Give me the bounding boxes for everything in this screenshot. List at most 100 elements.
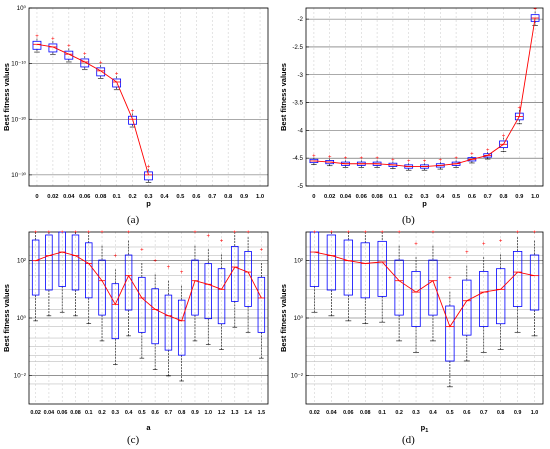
y-tick-label: -3.5 (292, 100, 303, 107)
box (96, 67, 106, 77)
outlier-mark: + (100, 230, 104, 236)
outlier-mark: + (397, 230, 401, 236)
caption-a: (a) (127, 214, 140, 226)
box (144, 171, 153, 181)
y-tick-label: 10⁻³⁰ (11, 172, 26, 179)
x-tick-label: 0.8 (224, 194, 233, 200)
x-tick-label: 0.5 (446, 410, 454, 416)
y-axis-label: Best fitness values (2, 63, 11, 131)
median-line (314, 251, 535, 328)
outlier-mark: + (347, 230, 351, 236)
box (326, 234, 337, 291)
box (111, 283, 120, 340)
outlier-mark: + (220, 239, 224, 245)
x-tick-label: 0.06 (343, 410, 354, 416)
box (257, 276, 266, 333)
outlier-mark: + (115, 72, 119, 78)
chart-panel-4: 10² 10⁰ 10⁻² 0.02 0.04 0.06 0.08 0.1 0.2 0.3 0.4 0.… (279, 230, 544, 434)
outlier-mark: + (328, 155, 332, 161)
outlier-mark: + (482, 241, 486, 247)
outlier-mark: + (34, 230, 38, 236)
outlier-mark: + (313, 230, 317, 236)
x-tick-label: 1.0 (205, 410, 213, 416)
box (98, 259, 106, 316)
x-tick-label: 1.3 (231, 410, 239, 416)
box (360, 242, 370, 299)
y-tick-label: -2 (297, 16, 303, 23)
outlier-mark: + (147, 164, 151, 170)
x-tick-label: 0.02 (47, 194, 58, 200)
x-tick-label: 0.04 (326, 410, 337, 416)
outlier-mark: + (60, 230, 64, 236)
outlier-mark: + (47, 230, 51, 236)
y-tick-label: -5 (297, 183, 303, 190)
outlier-mark: + (363, 230, 367, 236)
x-tick-label: 0 (35, 194, 38, 200)
box (377, 240, 387, 297)
box (479, 271, 489, 327)
outlier-mark: + (260, 247, 264, 253)
x-tick-label: 0.6 (151, 410, 159, 416)
x-tick-label: 0.06 (79, 194, 91, 200)
outlier-mark: + (193, 230, 197, 236)
x-tick-label: 0.7 (480, 410, 488, 416)
y-tick-label: 10⁻² (291, 372, 303, 379)
box (411, 271, 421, 327)
x-tick-label: 0.4 (160, 194, 169, 200)
x-tick-label: 0.2 (129, 194, 137, 200)
outlier-mark: + (131, 109, 135, 115)
plot-frame (28, 7, 269, 187)
box (80, 58, 90, 68)
outlier-mark: + (153, 259, 157, 265)
x-tick-label: 0.6 (192, 194, 201, 200)
x-tick-label: 0.5 (452, 194, 461, 200)
outlier-mark: + (312, 153, 316, 159)
box (512, 251, 523, 307)
x-tick-label: 0.8 (499, 194, 508, 200)
x-tick-label: 0.9 (191, 410, 199, 416)
outlier-mark: + (87, 230, 91, 236)
outlier-mark: + (233, 230, 237, 236)
y-tick-label: 10⁰ (17, 315, 27, 322)
outlier-mark: + (83, 52, 87, 58)
x-tick-label: 0.9 (240, 194, 249, 200)
box (64, 50, 74, 60)
outlier-mark: + (167, 265, 171, 271)
outlier-mark: + (51, 36, 55, 42)
outlier-mark: + (127, 230, 131, 236)
x-tick-label: 0.8 (178, 410, 186, 416)
y-tick-label: -4.5 (292, 155, 303, 162)
outlier-mark: + (516, 230, 520, 236)
box (112, 78, 122, 88)
box (445, 305, 455, 362)
x-tick-label: 0.2 (405, 194, 413, 200)
box (496, 268, 506, 325)
outlier-mark: + (246, 230, 250, 236)
x-axis-label: a (146, 423, 151, 432)
y-tick-label: 10⁻² (14, 372, 26, 379)
x-tick-label: 1.0 (256, 194, 264, 200)
x-tick-label: 0.3 (144, 194, 153, 200)
caption-d: (d) (402, 434, 415, 446)
x-tick-label: 0.6 (468, 194, 477, 200)
x-tick-label: 0.8 (497, 410, 505, 416)
x-tick-label: 1.5 (258, 410, 266, 416)
x-tick-label: 0.5 (176, 194, 185, 200)
outlier-mark: + (465, 250, 469, 256)
x-tick-label: 0.6 (463, 410, 471, 416)
caption-c: (c) (127, 434, 140, 446)
chart-panel-2: -2 -2.5 -3 -3.5 -4 -4.5 -5 0 0.02 0.04 0.06 0.08 0.1… (279, 7, 544, 208)
outlier-mark: + (74, 230, 78, 236)
box (45, 234, 53, 291)
outlier-mark: + (486, 148, 490, 154)
outlier-mark: + (470, 152, 474, 158)
outlier-mark: + (431, 230, 435, 236)
outlier-mark: + (391, 157, 395, 163)
x-tick-label: 0.02 (309, 410, 320, 416)
x-tick-label: 0.7 (208, 194, 216, 200)
y-tick-label: 10⁰ (294, 315, 304, 322)
x-tick-label: 0.08 (95, 194, 107, 200)
outlier-mark: + (407, 159, 411, 165)
x-tick-label: 0.5 (138, 410, 146, 416)
